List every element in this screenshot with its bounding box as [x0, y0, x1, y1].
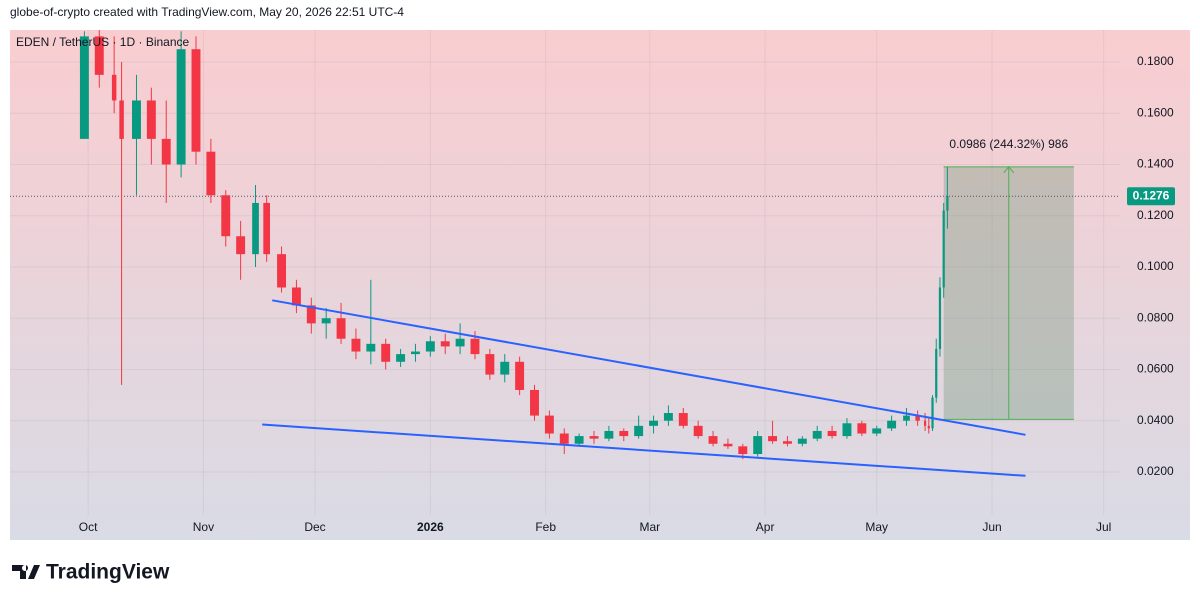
header: globe-of-crypto created with TradingView…	[10, 5, 404, 19]
candle-body	[485, 354, 495, 375]
candle-body	[723, 443, 733, 447]
candle-body	[797, 438, 807, 444]
candle-body	[206, 151, 216, 196]
candle-body	[455, 338, 465, 347]
candle-body	[306, 305, 316, 324]
candle-body	[634, 425, 644, 437]
candle-body	[708, 436, 718, 444]
candle-body	[857, 423, 867, 434]
candle-body	[753, 436, 763, 455]
candle-body	[589, 436, 599, 439]
candle-body	[544, 415, 554, 434]
candle-body	[366, 343, 376, 352]
y-tick-label: 0.1800	[1137, 54, 1174, 68]
candle-body	[351, 338, 361, 352]
candle-body	[396, 354, 406, 362]
candle-body	[440, 341, 450, 347]
x-tick-label: 2026	[417, 520, 444, 534]
candle-body	[942, 210, 945, 288]
x-tick-label: Apr	[756, 520, 775, 534]
candle-body	[678, 413, 688, 426]
candle-body	[119, 100, 124, 139]
candle-body	[827, 430, 837, 437]
candle-body	[470, 338, 480, 355]
y-tick-label: 0.0800	[1137, 310, 1174, 324]
candle-body	[923, 420, 927, 426]
last-price-label: 0.1276	[1133, 188, 1170, 202]
y-tick-label: 0.1200	[1137, 208, 1174, 222]
y-tick-label: 0.0200	[1137, 464, 1174, 478]
candle-body	[263, 202, 271, 255]
candle-body	[938, 287, 942, 349]
candle-body	[935, 348, 938, 398]
candle-body	[252, 202, 259, 255]
candle-body	[176, 49, 186, 165]
x-tick-label: Jul	[1096, 520, 1111, 534]
candle-body	[915, 415, 920, 421]
candle-body	[604, 430, 614, 439]
candle-body	[515, 361, 525, 390]
candle-body	[381, 343, 391, 362]
x-tick-label: Nov	[193, 520, 214, 534]
y-tick-label: 0.0400	[1137, 413, 1174, 427]
candle-body	[146, 100, 156, 139]
candle-body	[161, 138, 171, 165]
candle-body	[574, 436, 584, 444]
candle-body	[425, 341, 435, 352]
chart-title: EDEN / TetherUS · 1D · Binance	[16, 35, 190, 49]
candle-body	[530, 389, 539, 416]
candle-body	[842, 423, 852, 437]
chart-background	[10, 30, 1190, 540]
y-tick-label: 0.1000	[1137, 259, 1174, 273]
candle-body	[768, 436, 778, 442]
candle-body	[619, 430, 629, 437]
x-tick-label: Feb	[535, 520, 556, 534]
candle-body	[236, 236, 246, 255]
candle-body	[903, 415, 910, 421]
x-tick-label: Jun	[982, 520, 1001, 534]
brand-name: TradingView	[46, 561, 170, 584]
candle-body	[111, 74, 117, 101]
candle-body	[872, 428, 882, 434]
candle-body	[191, 49, 201, 152]
candle-body	[931, 397, 934, 429]
measure-label: 0.0986 (244.32%) 986	[949, 137, 1068, 151]
trendline	[272, 299, 1026, 436]
candle-body	[693, 425, 703, 437]
candle-body	[782, 441, 792, 444]
brand-logo	[12, 565, 40, 579]
candle-body	[649, 420, 658, 426]
y-tick-label: 0.1600	[1137, 105, 1174, 119]
candle-body	[887, 420, 897, 429]
candle-body	[321, 318, 331, 324]
x-tick-label: May	[865, 520, 888, 534]
candle-body	[663, 413, 673, 421]
candle-body	[336, 318, 346, 339]
candle-body	[291, 287, 301, 306]
y-tick-label: 0.0600	[1137, 362, 1174, 376]
x-tick-label: Dec	[304, 520, 325, 534]
last-price-box	[1127, 187, 1175, 206]
candle-body	[277, 254, 287, 288]
candle-body	[221, 195, 231, 237]
x-tick-label: Mar	[639, 520, 660, 534]
candle-body	[79, 36, 89, 139]
measure-arrowhead	[1003, 166, 1015, 174]
candle-body	[500, 361, 510, 375]
plot-area	[10, 30, 1120, 515]
y-tick-label: 0.1400	[1137, 157, 1174, 171]
trendline	[262, 423, 1026, 477]
candle-body	[812, 430, 822, 439]
x-tick-label: Oct	[79, 520, 98, 534]
candle-body	[927, 425, 930, 429]
candle-body	[410, 351, 420, 355]
candle-body	[946, 196, 949, 211]
candle-body	[559, 433, 569, 444]
candle-body	[94, 36, 104, 75]
candle-body	[132, 100, 141, 139]
candle-body	[738, 446, 748, 455]
